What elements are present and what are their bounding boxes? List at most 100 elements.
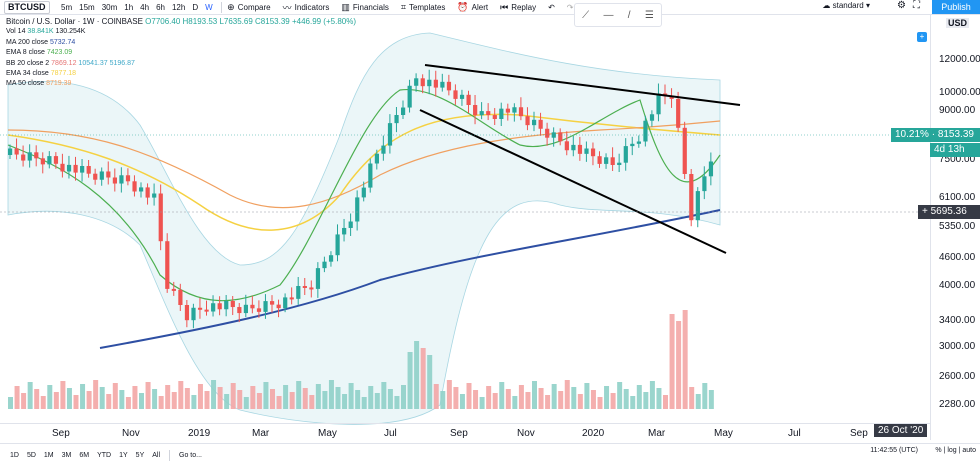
candle (132, 181, 137, 192)
range-3m[interactable]: 3M (61, 451, 72, 459)
percent-toggle[interactable]: % (935, 447, 942, 454)
volume-bar (315, 384, 321, 409)
undo-icon[interactable]: ↶ (548, 2, 555, 12)
interval-6h[interactable]: 6h (156, 2, 165, 12)
legend-ema34[interactable]: EMA 34 close 7877.18 (6, 69, 356, 79)
layout-name[interactable]: ☁ standard ▾ (822, 1, 870, 10)
volume-bar (564, 380, 570, 409)
candle (597, 156, 602, 164)
settings-lines-icon[interactable]: ☰ (644, 9, 654, 21)
price-tick: 4600.00 (939, 252, 976, 263)
candle (558, 132, 563, 142)
utc-clock[interactable]: 11:42:55 (UTC) (870, 447, 918, 454)
candle (381, 145, 386, 154)
replay-label: Replay (511, 2, 537, 12)
range-1y[interactable]: 1Y (119, 451, 128, 459)
interval-w[interactable]: W (205, 2, 213, 12)
candle (623, 146, 628, 163)
symbol-search[interactable]: BTCUSD (4, 0, 50, 14)
compare-button[interactable]: ⊕ Compare (227, 2, 270, 13)
volume-bar (296, 381, 302, 409)
horizontal-line-icon[interactable]: — (603, 9, 614, 21)
legend-ma50-label: MA 50 close (6, 80, 45, 88)
time-tick: Mar (252, 428, 270, 439)
legend-volume[interactable]: Vol 14 38.841K 130.254K (6, 27, 356, 37)
ma50-line (7, 120, 721, 209)
volume-bar (538, 388, 544, 409)
goto-button[interactable]: Go to... (179, 451, 202, 459)
range-5d[interactable]: 5D (26, 451, 36, 459)
replay-button[interactable]: ⏮ Replay (500, 2, 536, 13)
candle (486, 111, 491, 116)
legend-ma50[interactable]: MA 50 close 8719.39 (6, 79, 356, 89)
volume-bar (211, 380, 217, 409)
volume-bar (669, 314, 675, 409)
range-5y[interactable]: 5Y (135, 451, 145, 459)
candle (584, 148, 589, 154)
lower-trend-line (419, 109, 727, 254)
log-toggle[interactable]: log (947, 447, 957, 454)
range-1m[interactable]: 1M (43, 451, 54, 459)
legend-ema8[interactable]: EMA 8 close 7423.09 (6, 48, 356, 58)
legend-bb[interactable]: BB 20 close 2 7869.12 10541.37 5196.87 (6, 59, 356, 69)
currency-label[interactable]: USD (946, 18, 970, 28)
volume-bar (479, 397, 485, 409)
interval-d[interactable]: D (192, 2, 199, 12)
interval-12h[interactable]: 12h (171, 2, 186, 12)
volume-bar (433, 384, 439, 409)
templates-button[interactable]: ⌗ Templates (401, 2, 446, 13)
volume-bar (93, 380, 99, 409)
bollinger-band-fill (7, 32, 721, 425)
financials-button[interactable]: ▥ Financials (341, 2, 389, 13)
interval-list: 5m 15m 30m 1h 4h 6h 12h D W (58, 3, 217, 12)
add-icon[interactable]: + (917, 32, 927, 42)
range-ytd[interactable]: YTD (97, 451, 112, 459)
interval-1h[interactable]: 1h (124, 2, 134, 12)
volume-bar (302, 388, 308, 409)
range-6m[interactable]: 6M (79, 451, 90, 459)
volume-bar (577, 394, 583, 409)
volume-bar (446, 380, 452, 409)
candle (355, 197, 360, 222)
volume-bar (335, 387, 341, 409)
interval-15m[interactable]: 15m (79, 2, 95, 12)
candle (178, 289, 183, 305)
candle (374, 153, 379, 164)
candle (466, 94, 471, 105)
volume-bar (243, 397, 249, 409)
redo-icon[interactable]: ↷ (566, 2, 574, 12)
candle (479, 111, 484, 116)
bottom-toolbar: 1D 5D 1M 3M 6M YTD 1Y 5Y All Go to... (0, 443, 980, 466)
settings-gear-icon[interactable]: ⚙ (897, 0, 906, 11)
publish-button[interactable]: Publish (932, 0, 980, 14)
volume-bar (374, 393, 380, 409)
interval-4h[interactable]: 4h (140, 2, 150, 12)
trend-angle-icon[interactable]: ⟋ (582, 9, 590, 21)
range-1d[interactable]: 1D (10, 451, 19, 459)
candle (93, 173, 98, 180)
indicators-button[interactable]: 〰 Indicators (283, 1, 330, 14)
volume-bar (125, 397, 131, 409)
candle (695, 191, 700, 221)
trend-line-icon[interactable]: / (627, 9, 631, 21)
price-chart[interactable] (0, 15, 930, 425)
candle (551, 132, 556, 138)
candle (361, 187, 366, 198)
price-tick: 2600.00 (939, 371, 976, 382)
fullscreen-icon[interactable]: ⛶ (913, 0, 920, 11)
time-axis[interactable]: Sep Nov 2019 Mar May Jul Sep Nov 2020 Ma… (0, 423, 930, 441)
range-all[interactable]: All (152, 451, 161, 459)
alert-button[interactable]: ⏰ Alert (457, 2, 488, 13)
candle (473, 105, 478, 116)
volume-bar (27, 382, 33, 409)
volume-bar (256, 393, 262, 409)
interval-5m[interactable]: 5m (61, 2, 73, 12)
volume-bar (289, 392, 295, 409)
volume-bar (617, 382, 623, 409)
candle (184, 305, 190, 321)
legend-ma200[interactable]: MA 200 close 5732.74 (6, 38, 356, 48)
price-axis[interactable]: 12000.00 10000.00 9000.00 7500.00 6100.0… (930, 15, 980, 440)
interval-30m[interactable]: 30m (101, 2, 118, 12)
volume-bar (139, 393, 144, 409)
auto-toggle[interactable]: auto (962, 447, 976, 454)
